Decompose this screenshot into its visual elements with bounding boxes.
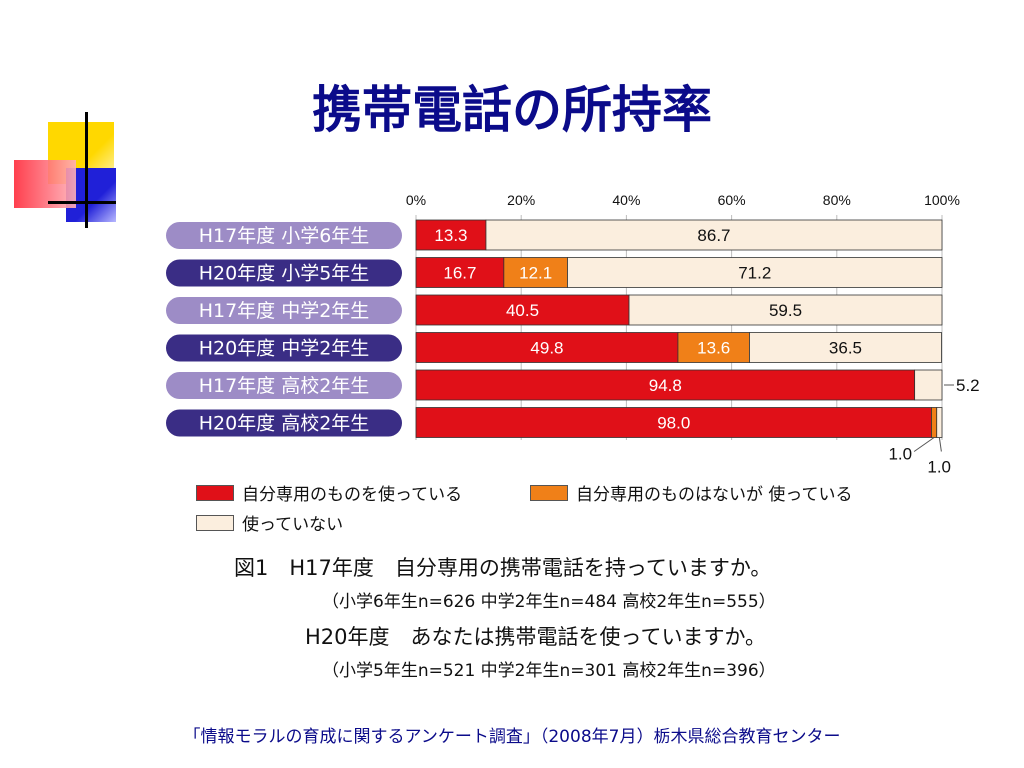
bar-segment [415,294,630,326]
category-label: H20年度 中学2年生 [199,338,370,360]
bar-segment [415,257,505,288]
bar-segment [914,369,943,401]
x-tick-label: 80% [823,192,851,208]
source-citation: 「情報モラルの育成に関するアンケート調査」（2008年7月）栃木県総合教育センタ… [183,727,841,747]
data-label: 71.2 [738,264,771,283]
category-pill [166,297,402,324]
bar-segment [415,332,679,363]
data-label: 86.7 [697,226,730,245]
figure-caption-line-1: 図1 H17年度 自分専用の携帯電話を持っていますか。 [234,556,772,580]
bar-segment [931,407,938,438]
figure-caption-line-4: （小学5年生n=521 中学2年生n=301 高校2年生n=396） [322,661,776,681]
category-pill [166,409,402,437]
bar-segment [415,219,487,251]
category-label: H17年度 高校2年生 [199,375,370,397]
callout-line [913,437,935,452]
legend-label-no-phone: 使っていない [242,515,344,535]
legend-item-shared-phone: 自分専用のものはないが 使っている [530,480,853,505]
data-label: 40.5 [506,301,539,320]
data-label: 98.0 [657,414,690,433]
data-label: 94.8 [649,376,682,395]
category-pill [166,222,402,249]
decor-red-square [14,160,76,208]
bar-segment [415,407,932,438]
data-label: 5.2 [956,376,980,395]
category-pill [166,334,402,362]
x-tick-label: 40% [612,192,640,208]
data-label: 13.3 [434,226,467,245]
legend-item-no-phone: 使っていない [196,510,343,535]
legend-item-own-phone: 自分専用のものを使っている [196,480,462,505]
category-label: H17年度 小学6年生 [199,225,370,247]
x-tick-label: 0% [406,192,426,208]
bar-segment [936,407,943,438]
legend-label-own-phone: 自分専用のものを使っている [242,485,463,505]
data-label: 36.5 [829,339,862,358]
category-pill [166,372,402,399]
slide-title: 携帯電話の所持率 [312,81,712,139]
x-tick-label: 60% [718,192,746,208]
category-label: H17年度 中学2年生 [199,300,370,322]
legend-swatch-own-phone [196,484,234,501]
bar-segment [567,257,943,288]
bar-segment [749,332,942,363]
category-label: H20年度 小学5年生 [199,263,370,285]
bar-segment [485,219,943,251]
bar-segment [415,369,916,401]
figure-caption-line-2: （小学6年生n=626 中学2年生n=484 高校2年生n=555） [322,592,776,612]
data-label: 12.1 [519,264,552,283]
data-label: 1.0 [888,445,912,464]
legend-swatch-no-phone [196,514,234,531]
data-label: 59.5 [769,301,802,320]
data-label: 13.6 [697,339,730,358]
legend-label-shared-phone: 自分専用のものはないが 使っている [576,485,853,505]
callout-line [938,437,942,452]
data-label: 49.8 [530,339,563,358]
decor-vertical-line [85,112,88,228]
category-pill [166,259,402,287]
bar-segment [628,294,943,326]
bar-segment [503,257,568,288]
bar-segment [677,332,750,363]
x-tick-label: 20% [507,192,535,208]
legend-swatch-shared-phone [530,484,568,501]
category-label: H20年度 高校2年生 [199,413,370,435]
data-label: 16.7 [443,264,476,283]
data-label: 1.0 [927,458,951,477]
x-tick-label: 100% [924,192,960,208]
figure-caption-line-3: H20年度 あなたは携帯電話を使っていますか。 [305,625,767,649]
decor-horizontal-line [48,201,116,204]
